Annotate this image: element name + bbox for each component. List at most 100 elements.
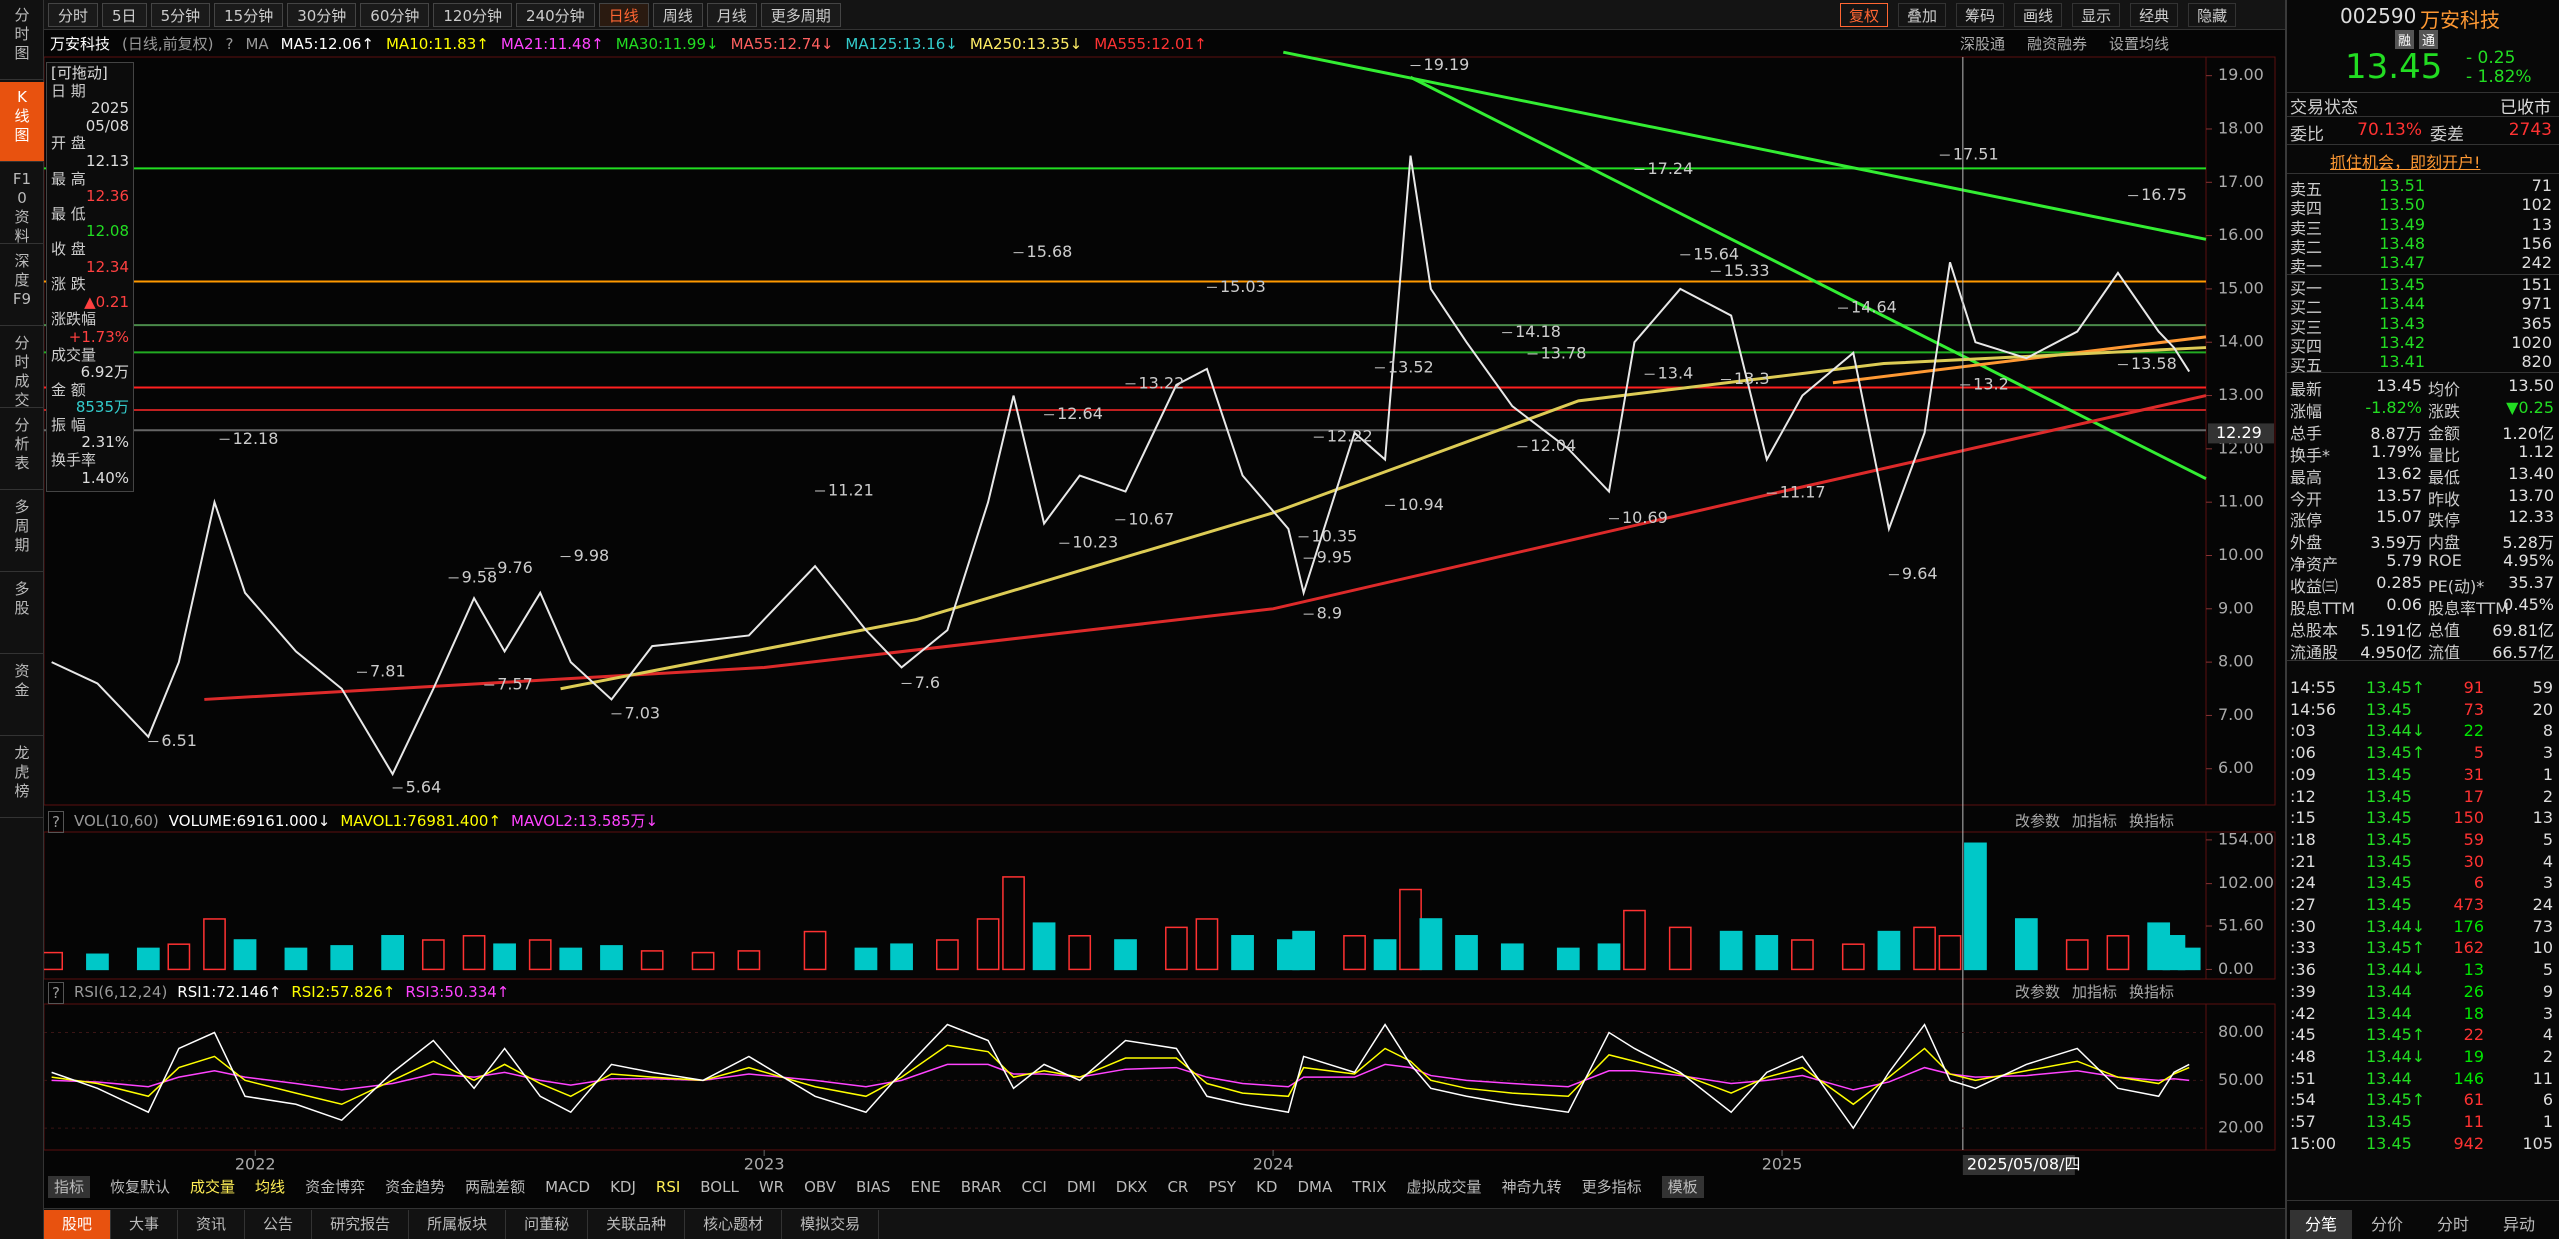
indicator-tab[interactable]: BRAR	[960, 1178, 1002, 1196]
book-volume: 102	[2521, 195, 2552, 215]
indicator-tab[interactable]: MACD	[545, 1178, 591, 1196]
period-tab[interactable]: 120分钟	[433, 3, 513, 27]
tools: 复权 叠加 筹码 画线 显示 经典 隐藏	[1840, 3, 2237, 27]
quote-tab[interactable]: 异动	[2502, 1215, 2535, 1234]
indicator-tab[interactable]: 指标	[48, 1176, 91, 1198]
bottom-tab[interactable]: 资讯	[178, 1210, 246, 1239]
indicator-tab[interactable]: 虚拟成交量	[1406, 1178, 1482, 1196]
indicator-tab[interactable]: 资金趋势	[385, 1178, 446, 1196]
indicator-tab[interactable]: 恢复默认	[110, 1178, 171, 1196]
period-tabs: 分时 5日 5分钟 15分钟 30分钟 60分钟 120分钟 240分钟 日线 周线 月线 更多周期	[48, 3, 841, 27]
nav-item[interactable]: 多股	[0, 574, 44, 654]
indicator-tab[interactable]: WR	[758, 1178, 785, 1196]
nav-item[interactable]: 分时图	[0, 0, 44, 80]
tick-count: 11	[2532, 1068, 2553, 1088]
panel-tool[interactable]: 加指标	[2072, 983, 2118, 1001]
nav-item[interactable]: 分析表	[0, 410, 44, 490]
tick-count: 2	[2542, 1046, 2553, 1066]
info-title: [可拖动]	[51, 64, 108, 82]
period-tab[interactable]: 月线	[706, 3, 757, 27]
panel-tool[interactable]: 加指标	[2072, 812, 2118, 830]
period-tab[interactable]: 周线	[652, 3, 703, 27]
indicator-tab[interactable]: RSI	[655, 1178, 681, 1196]
period-tab[interactable]: 分时	[48, 3, 99, 27]
indicator-tab[interactable]: PSY	[1208, 1178, 1237, 1196]
info-value: 6.92万	[80, 363, 129, 382]
nav-item[interactable]: 分时成交	[0, 328, 44, 409]
period-tab[interactable]: 30分钟	[287, 3, 357, 27]
tick-time: :12	[2290, 786, 2316, 806]
period-tab[interactable]: 15分钟	[214, 3, 284, 27]
indicator-tab[interactable]: KD	[1256, 1178, 1278, 1196]
indicator-tab[interactable]: CCI	[1021, 1178, 1047, 1196]
indicator-tab[interactable]: OBV	[804, 1178, 836, 1196]
stat-label: 涨幅	[2290, 401, 2323, 421]
nav-item[interactable]: 资金	[0, 656, 44, 736]
tool-button[interactable]: 隐藏	[2188, 3, 2237, 27]
indicator-tab[interactable]: 两融差额	[465, 1178, 526, 1196]
indicator-tab[interactable]: 均线	[255, 1178, 286, 1196]
indicator-tab[interactable]: 成交量	[190, 1178, 236, 1196]
indicator-tab[interactable]: 资金博弈	[305, 1178, 366, 1196]
tool-button[interactable]: 画线	[2014, 3, 2063, 27]
bottom-tab[interactable]: 关联品种	[588, 1210, 686, 1239]
link[interactable]: 融资融券	[2027, 35, 2088, 53]
indicator-tab[interactable]: BIAS	[856, 1178, 891, 1196]
tool-button[interactable]: 经典	[2130, 3, 2179, 27]
nav-item[interactable]: 龙虎榜	[0, 738, 44, 818]
book-price: 13.49	[2379, 214, 2425, 234]
tool-button[interactable]: 复权	[1840, 3, 1889, 27]
period-tab[interactable]: 5日	[102, 3, 147, 27]
bottom-tab[interactable]: 公告	[245, 1210, 313, 1239]
period-tab[interactable]: 60分钟	[360, 3, 430, 27]
promo[interactable]: 抓住机会，即刻开户!	[2330, 153, 2481, 172]
quote-tab[interactable]: 分时	[2436, 1215, 2469, 1234]
panel-tool[interactable]: 改参数	[2015, 983, 2061, 1001]
bottom-tab[interactable]: 大事	[111, 1210, 179, 1239]
indicator-tab[interactable]: 神奇九转	[1501, 1178, 1562, 1196]
nav-item[interactable]: F10资料	[0, 164, 44, 245]
bottom-tab[interactable]: 所属板块	[409, 1210, 507, 1239]
nav-item[interactable]: K线图	[0, 82, 44, 162]
indicator-tab[interactable]: 更多指标	[1581, 1178, 1642, 1196]
bottom-tab[interactable]: 研究报告	[312, 1210, 410, 1239]
indicator-tab[interactable]: DMI	[1066, 1178, 1096, 1196]
period-tab[interactable]: 240分钟	[516, 3, 595, 27]
info-box: [可拖动] 日 期 2025 05/08 开 盘 12.13 最 高 12.36 最 低 12.0…	[46, 62, 134, 492]
tick-time: :39	[2290, 981, 2316, 1001]
info-label: 涨跌幅	[51, 310, 97, 329]
indicator-tab[interactable]: KDJ	[610, 1178, 636, 1196]
panel-tool[interactable]: 改参数	[2015, 812, 2061, 830]
nav-item[interactable]: 深度F9	[0, 246, 44, 326]
legend-item: RSI2:57.826↑	[291, 983, 396, 1001]
panel-tool[interactable]: 换指标	[2129, 983, 2175, 1001]
indicator-tab[interactable]: 模板	[1661, 1176, 1704, 1198]
bottom-tab[interactable]: 核心题材	[685, 1210, 783, 1239]
period-tab[interactable]: 更多周期	[760, 3, 841, 27]
tick-price: 13.45	[2366, 1133, 2412, 1153]
tool-button[interactable]: 显示	[2072, 3, 2121, 27]
quote-tab[interactable]: 分笔	[2290, 1210, 2352, 1239]
panel-tool[interactable]: 换指标	[2129, 812, 2175, 830]
link[interactable]: 设置均线	[2109, 35, 2170, 53]
indicator-tab[interactable]: DKX	[1115, 1178, 1148, 1196]
tool-button[interactable]: 筹码	[1956, 3, 2005, 27]
stock-name: 万安科技	[2420, 8, 2500, 32]
bottom-tab[interactable]: 问董秘	[506, 1210, 589, 1239]
link[interactable]: 深股通	[1960, 35, 2006, 53]
indicator-tab[interactable]: BOLL	[700, 1178, 739, 1196]
tick-time: :15	[2290, 808, 2316, 828]
nav-item[interactable]: 多周期	[0, 492, 44, 572]
indicator-tab[interactable]: DMA	[1297, 1178, 1333, 1196]
tool-button[interactable]: 叠加	[1898, 3, 1947, 27]
annotation: 17.24	[1647, 159, 1693, 178]
period-tab[interactable]: 5分钟	[150, 3, 211, 27]
indicator-tab[interactable]: TRIX	[1352, 1178, 1387, 1196]
period-tab[interactable]: 日线	[598, 3, 649, 27]
indicator-tab[interactable]: CR	[1167, 1178, 1189, 1196]
volume-bar	[1964, 842, 1987, 971]
bottom-tab[interactable]: 股吧	[44, 1210, 112, 1239]
bottom-tab[interactable]: 模拟交易	[782, 1210, 880, 1239]
quote-tab[interactable]: 分价	[2370, 1215, 2403, 1234]
indicator-tab[interactable]: ENE	[910, 1178, 941, 1196]
